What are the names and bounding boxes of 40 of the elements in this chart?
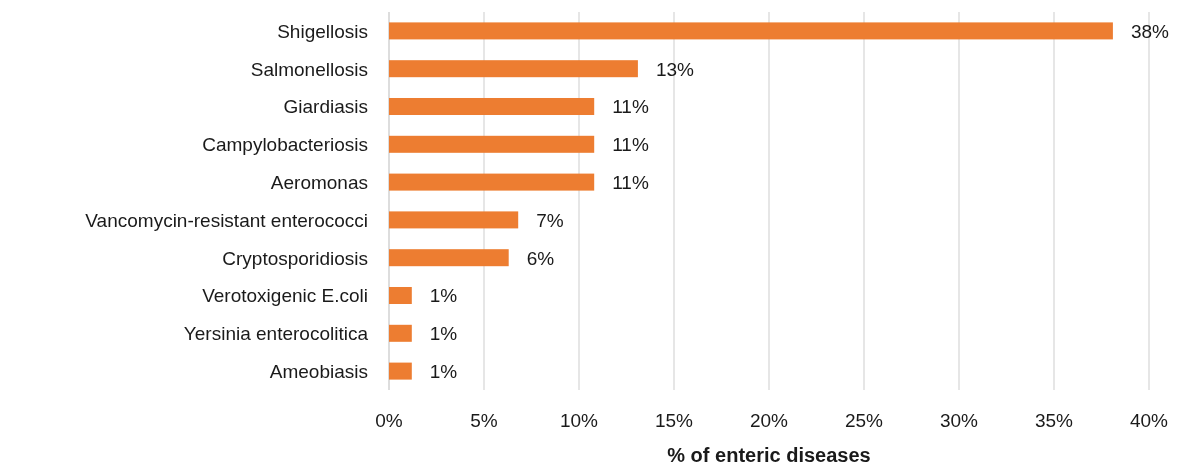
y-tick-label: Verotoxigenic E.coli xyxy=(202,285,368,307)
bar xyxy=(389,324,412,342)
y-tick-label: Giardiasis xyxy=(283,96,368,118)
y-tick-label: Campylobacteriosis xyxy=(202,134,368,156)
x-tick-label: 0% xyxy=(375,410,403,431)
y-tick-label: Aeromonas xyxy=(270,171,368,193)
data-label: 6% xyxy=(526,247,555,269)
y-tick-label: Vancomycin-resistant enterococci xyxy=(85,209,368,231)
x-tick-label: 5% xyxy=(470,410,498,431)
y-tick-label: Shigellosis xyxy=(277,20,368,42)
x-tick-label: 20% xyxy=(749,410,789,431)
data-label: 38% xyxy=(1130,20,1170,42)
y-tick-label: Yersinia enterocolitica xyxy=(183,323,369,345)
bar xyxy=(389,60,638,78)
data-label: 1% xyxy=(429,285,458,307)
bar xyxy=(389,211,519,229)
x-tick-label: 35% xyxy=(1034,410,1074,431)
data-label: 11% xyxy=(612,171,649,193)
x-tick-label: 40% xyxy=(1129,410,1169,431)
bar xyxy=(389,362,412,380)
x-tick-label: 30% xyxy=(939,410,979,431)
data-label: 13% xyxy=(655,58,695,80)
y-tick-label: Ameobiasis xyxy=(269,360,368,382)
y-tick-label: Cryptosporidiosis xyxy=(222,247,368,269)
data-label: 1% xyxy=(429,360,458,382)
data-label: 7% xyxy=(536,209,564,231)
data-label: 11% xyxy=(612,134,649,156)
y-tick-label: Salmonellosis xyxy=(250,58,368,80)
x-tick-label: 15% xyxy=(654,410,694,431)
x-tick-label: 25% xyxy=(844,410,884,431)
bar xyxy=(389,173,595,191)
bar xyxy=(389,249,509,267)
bar xyxy=(389,135,595,153)
bar xyxy=(389,287,412,305)
data-label: 11% xyxy=(612,96,649,118)
x-axis-title: % of enteric diseases xyxy=(667,444,871,466)
data-label: 1% xyxy=(429,323,458,345)
bar xyxy=(389,22,1113,40)
x-tick-label: 10% xyxy=(559,410,599,431)
bar xyxy=(389,98,595,116)
